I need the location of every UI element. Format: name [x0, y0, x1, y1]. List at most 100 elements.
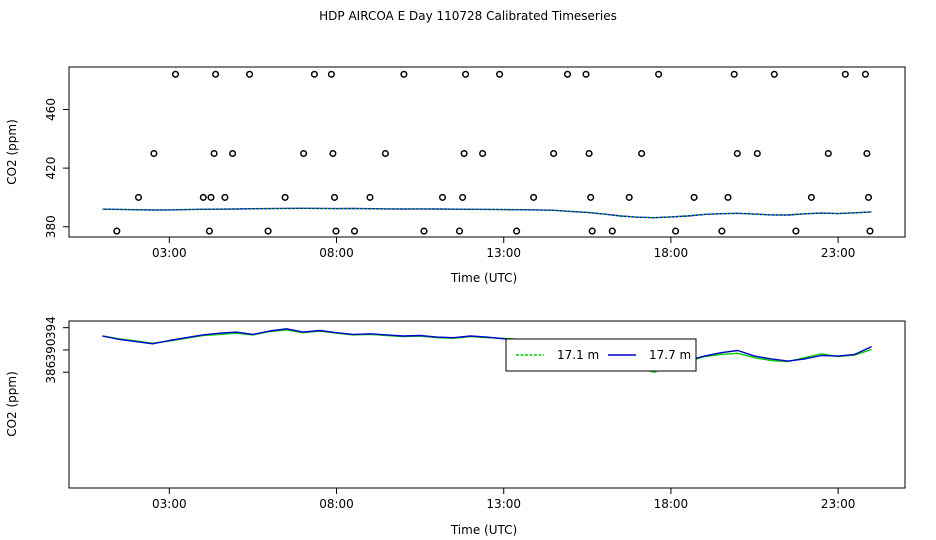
scatter-point: [730, 70, 738, 78]
scatter-point: [212, 70, 220, 78]
x-tick-label: 08:00: [319, 246, 354, 260]
top-y-axis-label: CO2 (ppm): [5, 119, 19, 185]
scatter-point: [625, 193, 633, 201]
top-panel: 03:00 08:00 13:00 18:00 23:00 380 420 460 Time…: [5, 66, 906, 285]
bottom-x-axis-label: Time (UTC): [450, 523, 517, 537]
top-points: [113, 70, 874, 235]
x-tick-label: 08:00: [319, 497, 354, 511]
x-tick-label: 03:00: [152, 497, 187, 511]
scatter-point: [330, 193, 339, 201]
legend-label-green: 17.1 m: [557, 348, 599, 362]
scatter-point: [864, 193, 873, 201]
y-tick-label: 390: [44, 338, 58, 361]
scatter-point: [513, 227, 521, 235]
legend: 17.1 m 17.7 m: [505, 338, 697, 372]
scatter-point: [455, 227, 464, 235]
scatter-point: [264, 227, 272, 235]
scatter-point: [460, 149, 468, 158]
scatter-point: [724, 193, 732, 201]
scatter-point: [350, 227, 359, 235]
scatter-point: [585, 149, 593, 158]
series-line-17-7-m: [102, 328, 872, 371]
scatter-point: [366, 193, 374, 201]
flat-series-line-overlay: [102, 207, 872, 219]
scatter-point: [459, 193, 467, 201]
x-tick-label: 03:00: [152, 246, 187, 260]
scatter-point: [207, 193, 215, 201]
scatter-point: [753, 149, 761, 158]
scatter-point: [221, 193, 229, 201]
bottom-y-axis-label: CO2 (ppm): [5, 371, 19, 437]
legend-box: [505, 338, 697, 372]
series-line-17-1-m: [102, 329, 872, 373]
scatter-point: [113, 227, 121, 235]
scatter-point: [824, 149, 832, 158]
scatter-point: [563, 70, 572, 78]
y-tick-label: 380: [44, 215, 58, 238]
y-tick-label: 386: [44, 361, 58, 384]
scatter-point: [608, 227, 616, 235]
top-plot-frame: [68, 66, 906, 238]
scatter-point: [462, 70, 470, 78]
top-x-axis-label: Time (UTC): [450, 271, 517, 285]
scatter-point: [690, 193, 698, 201]
scatter-point: [733, 149, 741, 158]
scatter-point: [199, 193, 207, 201]
scatter-point: [229, 149, 237, 158]
legend-label-blue: 17.7 m: [649, 348, 691, 362]
top-y-axis: 380 420 460: [44, 98, 69, 238]
top-lines: [102, 207, 872, 219]
y-tick-label: 420: [44, 157, 58, 180]
scatter-point: [863, 149, 871, 158]
x-tick-label: 18:00: [654, 246, 689, 260]
bottom-x-axis: 03:00 08:00 13:00 18:00 23:00: [152, 488, 855, 511]
scatter-point: [438, 193, 447, 201]
bottom-plot-frame: [68, 320, 906, 489]
scatter-point: [327, 70, 335, 78]
scatter-point: [638, 149, 646, 158]
scatter-point: [300, 149, 308, 158]
scatter-point: [588, 227, 596, 235]
y-tick-label: 460: [44, 98, 58, 121]
x-tick-label: 23:00: [821, 246, 856, 260]
top-x-axis: 03:00 08:00 13:00 18:00 23:00: [152, 237, 855, 260]
scatter-point: [400, 70, 408, 78]
scatter-point: [332, 227, 340, 235]
scatter-point: [381, 149, 389, 158]
scatter-point: [770, 70, 778, 78]
scatter-point: [792, 227, 800, 235]
scatter-point: [841, 70, 849, 78]
scatter-point: [530, 193, 538, 201]
y-tick-label: 394: [44, 316, 58, 339]
scatter-point: [205, 227, 213, 235]
scatter-point: [479, 149, 487, 158]
scatter-point: [550, 149, 558, 158]
scatter-point: [655, 70, 663, 78]
scatter-point: [866, 227, 874, 235]
scatter-point: [672, 227, 680, 235]
scatter-point: [150, 149, 158, 158]
bottom-lines: [102, 328, 872, 373]
scatter-point: [807, 193, 815, 201]
scatter-point: [171, 70, 180, 78]
x-tick-label: 18:00: [654, 497, 689, 511]
scatter-point: [861, 70, 869, 78]
scatter-point: [718, 227, 726, 235]
x-tick-label: 23:00: [821, 497, 856, 511]
scatter-point: [210, 149, 218, 158]
x-tick-label: 13:00: [486, 497, 521, 511]
scatter-point: [582, 70, 590, 78]
scatter-point: [310, 70, 318, 78]
scatter-point: [329, 149, 337, 158]
scatter-point: [420, 227, 428, 235]
chart-title: HDP AIRCOA E Day 110728 Calibrated Times…: [319, 9, 617, 23]
scatter-point: [281, 193, 289, 201]
scatter-point: [134, 193, 143, 201]
scatter-point: [246, 70, 254, 78]
x-tick-label: 13:00: [486, 246, 521, 260]
scatter-point: [587, 193, 595, 201]
